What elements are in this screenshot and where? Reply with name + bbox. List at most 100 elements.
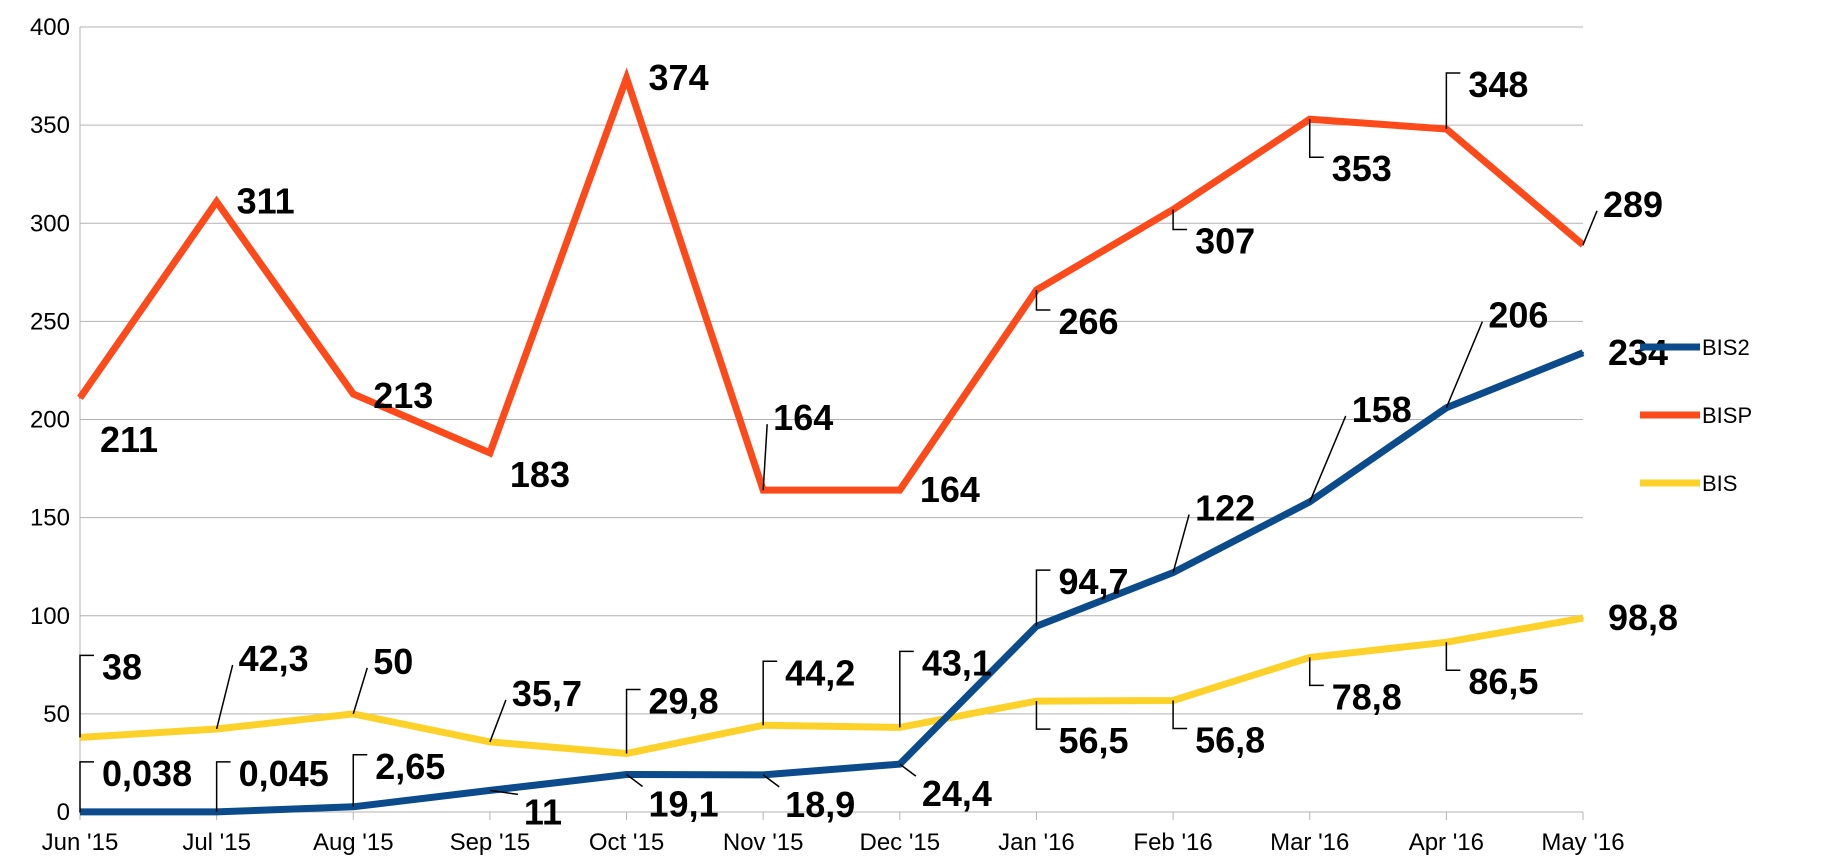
data-point	[1582, 617, 1584, 620]
data-point	[215, 200, 218, 203]
leader-line	[1445, 72, 1461, 130]
data-point	[625, 77, 628, 80]
data-label-bis2: 0,045	[239, 753, 329, 794]
leader-line	[899, 650, 914, 728]
series-line-bisp	[77, 67, 1586, 494]
y-tick-label: 0	[57, 799, 70, 826]
leader-line	[1172, 700, 1188, 730]
data-label-bis2: 11	[524, 791, 562, 832]
legend-label-bis: BIS	[1702, 471, 1737, 496]
leader-line	[1445, 321, 1484, 409]
data-label-bis2: 0,038	[102, 753, 192, 794]
leader-line	[762, 660, 778, 726]
series-lines	[77, 67, 1586, 816]
y-tick-label: 100	[30, 603, 70, 630]
leader-line	[1308, 657, 1324, 687]
data-point	[898, 489, 901, 492]
data-label-bis: 44,2	[785, 652, 855, 693]
leader-line	[489, 699, 507, 743]
data-label-bisp: 266	[1058, 301, 1118, 342]
leader-line	[1172, 514, 1190, 573]
leader-line	[489, 789, 519, 796]
legend: BIS2 BISP BIS	[1640, 335, 1752, 496]
data-point	[1582, 351, 1584, 354]
leader-line	[625, 688, 641, 754]
data-label-bisp: 353	[1332, 148, 1392, 189]
leader-line	[352, 667, 368, 715]
data-label-bis: 98,8	[1608, 597, 1678, 638]
data-labels: 0,038 0,045 2,65 11 19,1 18,9 24,4 94,7 122 158 20…	[100, 57, 1678, 832]
y-tick-label: 200	[30, 407, 70, 434]
data-label-bis2: 94,7	[1058, 561, 1128, 602]
data-label-bisp: 348	[1468, 64, 1528, 105]
data-label-bisp: 183	[510, 454, 570, 495]
leader-line	[1035, 701, 1051, 730]
x-tick-label: Mar '16	[1270, 829, 1349, 856]
legend-label-bisp: BISP	[1702, 403, 1752, 428]
leader-line	[762, 424, 768, 491]
legend-label-bis2: BIS2	[1702, 335, 1750, 360]
leader-line	[1582, 210, 1598, 246]
x-tick-label: Jul '15	[182, 829, 251, 856]
y-tick-label: 350	[30, 112, 70, 139]
x-tick-label: Sep '15	[450, 829, 531, 856]
data-label-bis2: 206	[1488, 295, 1548, 336]
data-label-bis: 78,8	[1332, 676, 1402, 717]
data-label-bisp: 374	[649, 57, 709, 98]
data-point	[488, 451, 491, 454]
x-tick-label: Apr '16	[1409, 829, 1484, 856]
label-leader-lines	[79, 72, 1598, 812]
y-tick-label: 250	[30, 308, 70, 335]
data-label-bis2: 24,4	[922, 773, 992, 814]
data-point	[79, 396, 81, 399]
data-label-bis2: 19,1	[649, 784, 719, 825]
leader-line	[215, 664, 234, 730]
data-label-bis2: 234	[1608, 332, 1668, 373]
y-tick-label: 50	[43, 701, 70, 728]
data-point	[352, 392, 355, 395]
x-tick-label: Dec '15	[860, 829, 941, 856]
leader-line	[352, 754, 368, 807]
series-line-bis	[79, 614, 1584, 758]
data-label-bis: 86,5	[1468, 661, 1538, 702]
data-label-bis: 43,1	[922, 642, 992, 683]
x-tick-label: Nov '15	[723, 829, 804, 856]
leader-line	[762, 774, 780, 788]
data-label-bisp: 213	[373, 375, 433, 416]
data-label-bis: 35,7	[512, 673, 582, 714]
data-label-bisp: 311	[237, 181, 295, 222]
y-axis-ticks: 0 50 100 150 200 250 300 350 400	[30, 14, 70, 826]
leader-line	[1308, 119, 1324, 158]
y-tick-label: 300	[30, 210, 70, 237]
x-tick-label: Feb '16	[1133, 829, 1212, 856]
data-label-bis: 38	[102, 646, 142, 687]
leader-line	[1309, 415, 1347, 503]
leader-line	[1172, 209, 1188, 231]
leader-line	[626, 773, 643, 788]
y-tick-label: 150	[30, 505, 70, 532]
data-label-bisp: 289	[1603, 184, 1663, 225]
data-label-bis2: 122	[1195, 488, 1255, 529]
x-tick-label: Jan '16	[998, 829, 1075, 856]
data-label-bis: 50	[373, 641, 413, 682]
data-label-bis: 56,5	[1058, 720, 1128, 761]
data-label-bis: 56,8	[1195, 720, 1265, 761]
data-label-bisp: 164	[773, 397, 833, 438]
x-tick-label: Jun '15	[42, 829, 119, 856]
data-label-bis2: 158	[1352, 389, 1412, 430]
leader-line	[79, 654, 94, 738]
data-label-bis2: 18,9	[785, 784, 855, 825]
leader-line	[1035, 569, 1051, 627]
x-tick-label: Aug '15	[313, 829, 394, 856]
data-label-bis: 29,8	[649, 681, 719, 722]
leader-line	[1445, 642, 1461, 671]
leader-line	[215, 761, 231, 812]
leader-line	[79, 761, 94, 812]
x-tick-label: May '16	[1541, 829, 1624, 856]
y-tick-label: 400	[30, 14, 70, 41]
x-tick-label: Oct '15	[589, 829, 664, 856]
data-label-bis: 42,3	[239, 638, 309, 679]
x-axis-ticks: Jun '15 Jul '15 Aug '15 Sep '15 Oct '15 Nov '…	[42, 812, 1625, 856]
data-label-bis2: 2,65	[375, 746, 445, 787]
